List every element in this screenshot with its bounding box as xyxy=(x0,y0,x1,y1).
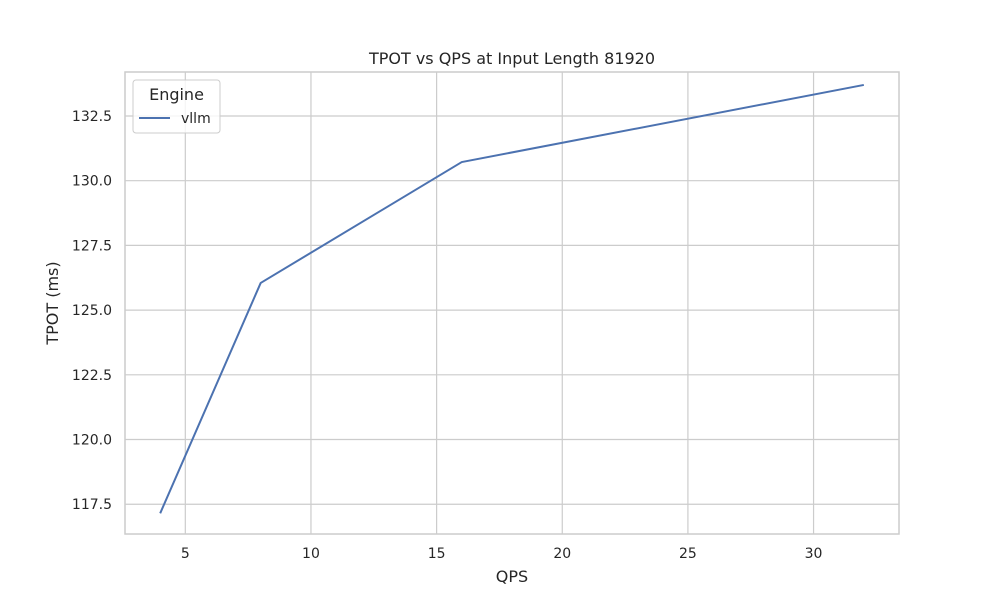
legend-title: Engine xyxy=(149,85,204,104)
legend-box xyxy=(132,79,221,134)
y-axis-label: TPOT (ms) xyxy=(43,261,62,345)
y-tick-label: 130.0 xyxy=(72,174,112,190)
y-tick-label: 122.5 xyxy=(72,368,112,384)
series-layer xyxy=(159,83,865,514)
legend-label-vllm: vllm xyxy=(181,111,211,127)
x-tick-labels: 5 10 15 20 25 30 xyxy=(181,546,823,562)
y-tick-label: 125.0 xyxy=(72,303,112,319)
x-tick-label: 15 xyxy=(428,546,446,562)
x-tick-label: 10 xyxy=(302,546,320,562)
y-tick-labels: 117.5 120.0 122.5 125.0 127.5 130.0 132.5 xyxy=(72,109,112,513)
chart-title: TPOT vs QPS at Input Length 81920 xyxy=(368,49,655,68)
x-tick-label: 30 xyxy=(805,546,823,562)
y-tick-label: 117.5 xyxy=(72,497,112,513)
y-tick-label: 127.5 xyxy=(72,238,112,254)
x-tick-label: 25 xyxy=(679,546,697,562)
series-line-vllm xyxy=(159,83,865,514)
y-tick-label: 132.5 xyxy=(72,109,112,125)
x-tick-label: 20 xyxy=(553,546,571,562)
grid xyxy=(125,72,899,534)
x-tick-label: 5 xyxy=(181,546,190,562)
y-tick-label: 120.0 xyxy=(72,433,112,449)
plot-frame xyxy=(124,71,900,535)
legend: Engine vllm xyxy=(132,79,221,134)
x-axis-label: QPS xyxy=(496,567,528,586)
